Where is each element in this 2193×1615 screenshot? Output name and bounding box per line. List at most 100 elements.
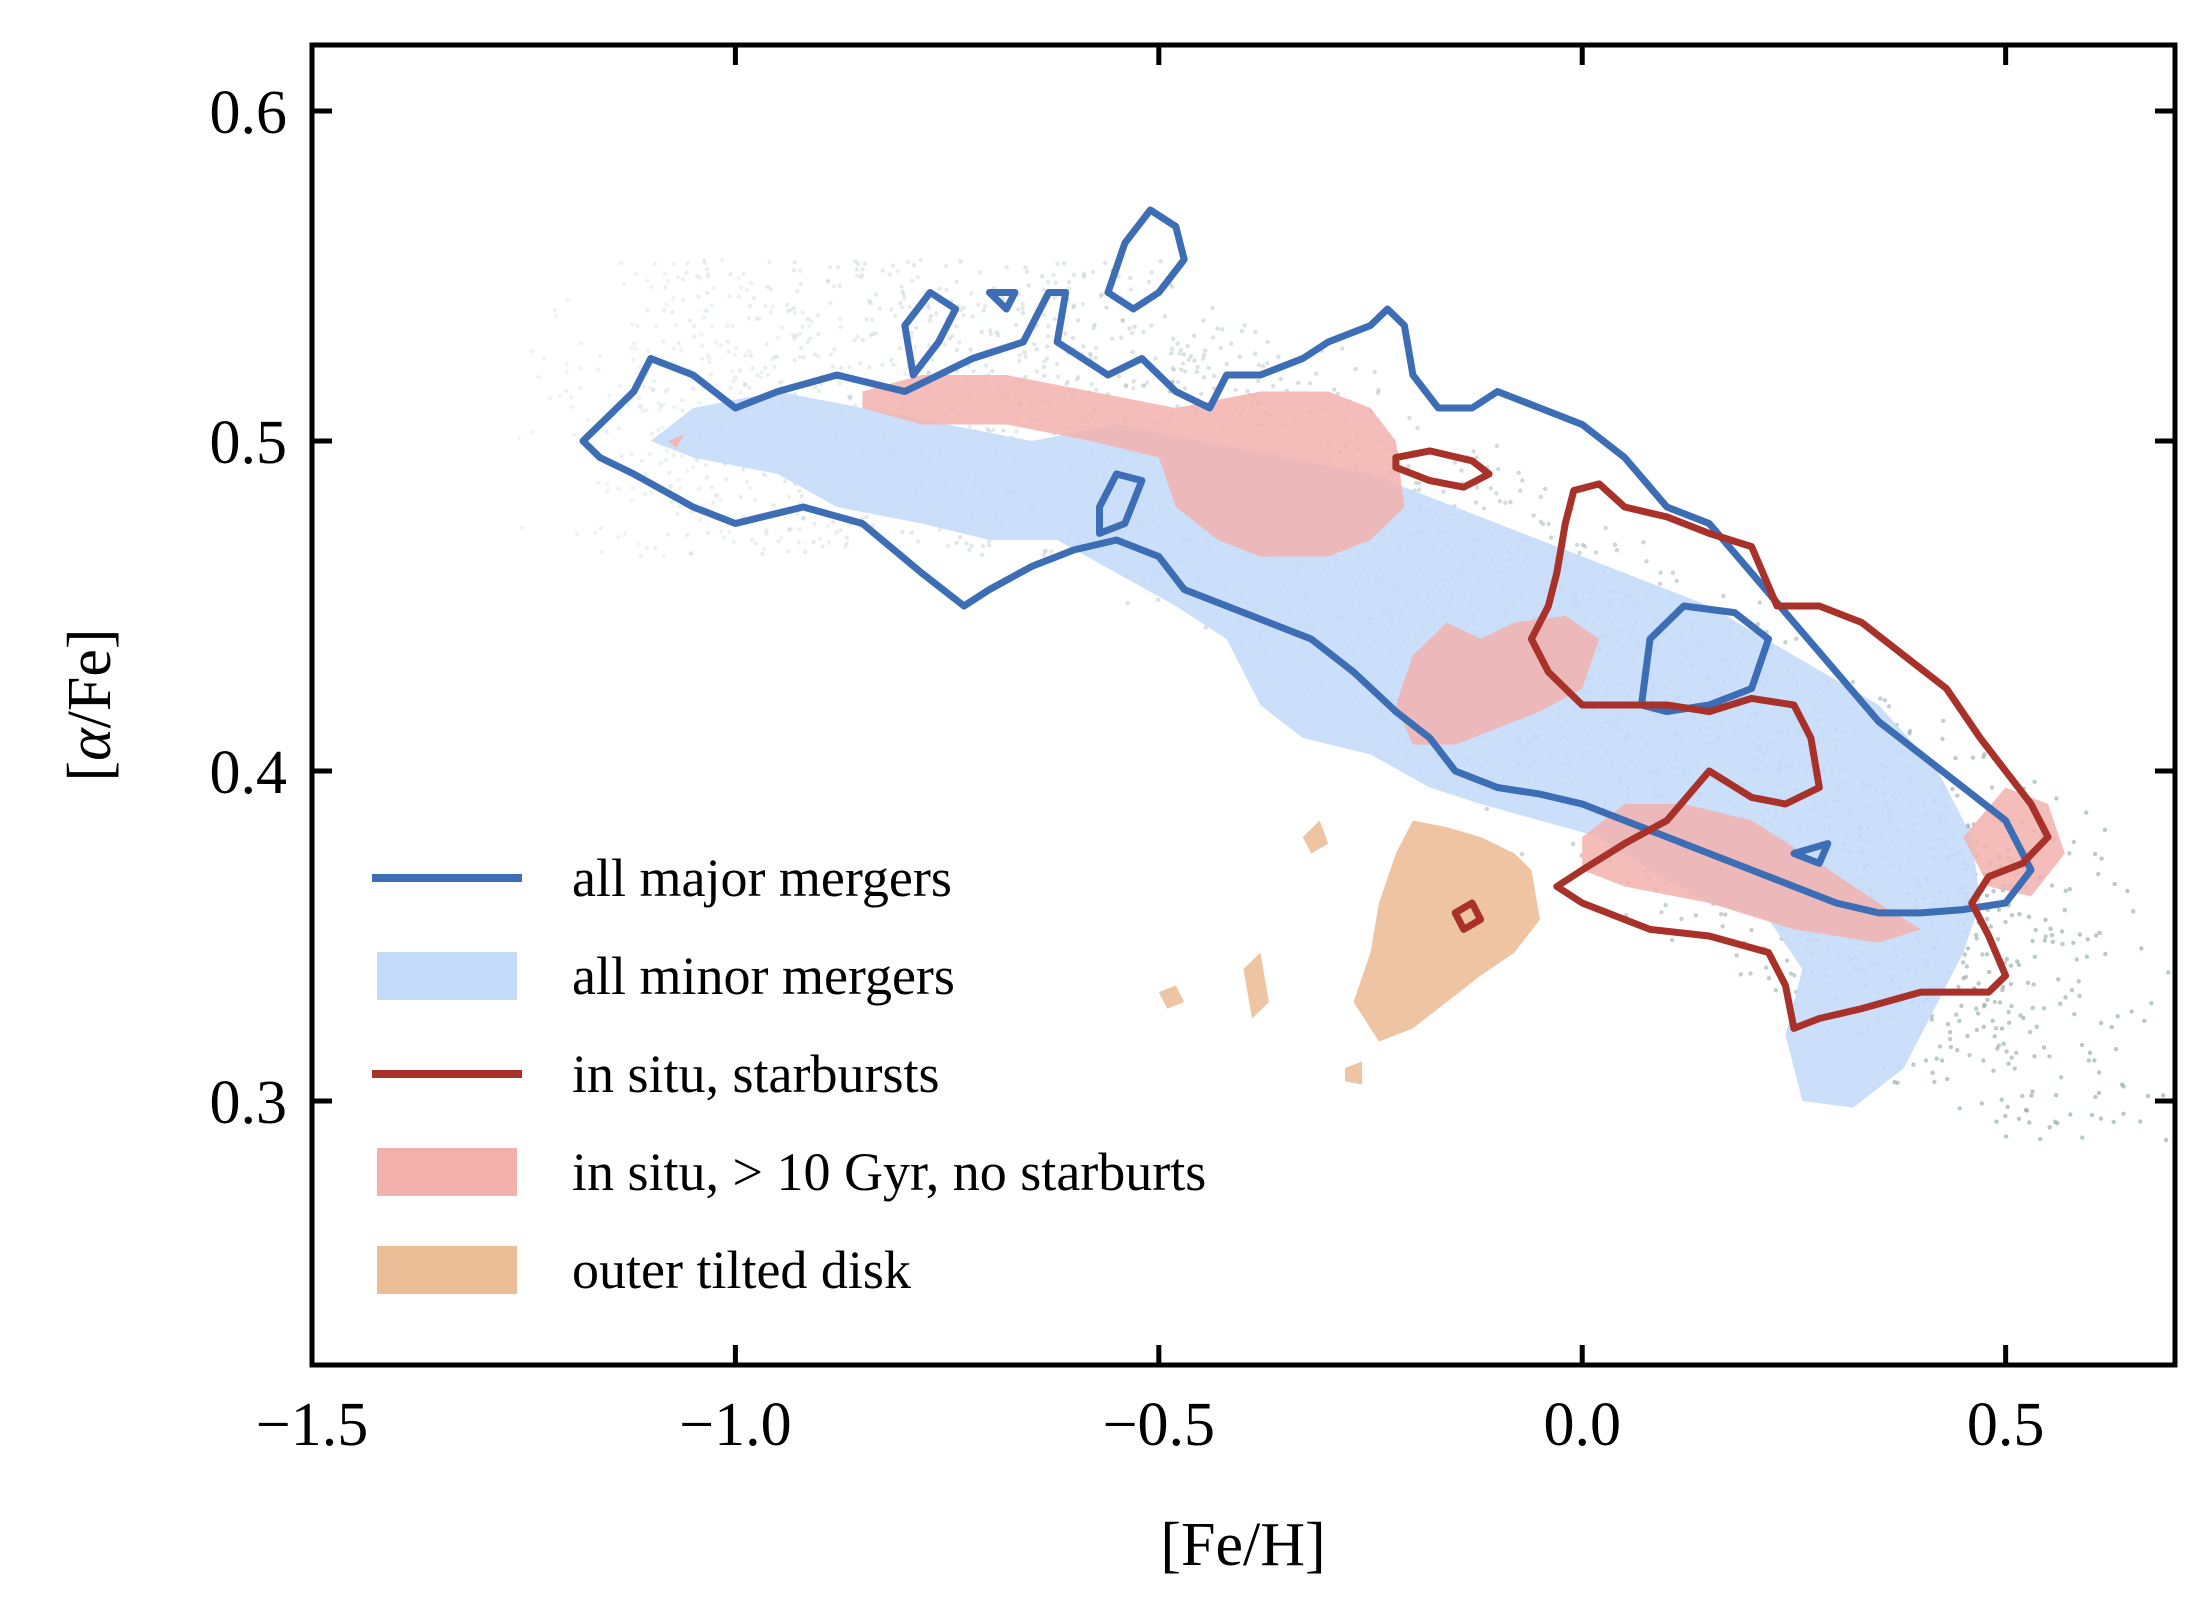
- scatter-point: [2048, 926, 2053, 931]
- legend-item-outer-tilted-disk: outer tilted disk: [377, 1240, 911, 1300]
- scatter-point: [564, 369, 569, 374]
- y-axis-label-suffix: /Fe]: [56, 628, 124, 728]
- scatter-point: [830, 364, 836, 369]
- scatter-point: [1967, 1052, 1972, 1058]
- scatter-point: [2096, 1070, 2102, 1075]
- scatter-point: [830, 520, 836, 525]
- scatter-point: [699, 332, 704, 337]
- scatter-point: [1110, 336, 1115, 341]
- scatter-point: [1376, 387, 1381, 393]
- scatter-point: [1081, 271, 1087, 276]
- scatter-point: [1748, 971, 1753, 976]
- scatter-point: [715, 493, 720, 498]
- scatter-point: [578, 385, 583, 391]
- scatter-point: [1939, 1058, 1945, 1063]
- scatter-point: [2071, 940, 2076, 945]
- scatter-point: [1981, 1024, 1987, 1030]
- scatter-point: [1054, 361, 1060, 367]
- scatter-point: [1988, 924, 1994, 929]
- scatter-point: [2060, 941, 2065, 947]
- scatter-point: [664, 302, 669, 307]
- scatter-point: [858, 275, 863, 280]
- scatter-point: [1720, 924, 1725, 929]
- scatter-point: [2115, 1014, 2120, 1019]
- scatter-point: [645, 278, 650, 283]
- scatter-point: [832, 347, 837, 352]
- scatter-point: [1659, 910, 1664, 915]
- scatter-point: [1076, 375, 1081, 380]
- scatter-point: [593, 530, 598, 535]
- scatter-point: [852, 338, 857, 343]
- scatter-point: [809, 319, 814, 324]
- scatter-point: [874, 331, 879, 336]
- scatter-point: [607, 393, 612, 398]
- scatter-point: [780, 325, 785, 330]
- scatter-point: [1211, 386, 1217, 391]
- scatter-point: [943, 263, 949, 269]
- scatter-point: [649, 489, 654, 495]
- scatter-point: [1991, 1068, 1996, 1073]
- scatter-point: [1996, 1043, 2002, 1048]
- scatter-point: [662, 271, 668, 276]
- scatter-point: [1503, 500, 1508, 505]
- scatter-point: [837, 381, 843, 386]
- scatter-point: [1481, 506, 1487, 511]
- scatter-point: [2023, 1107, 2029, 1113]
- scatter-point: [858, 361, 863, 366]
- scatter-point: [1052, 295, 1058, 301]
- scatter-point: [701, 258, 707, 263]
- scatter-point: [2006, 1020, 2012, 1025]
- x-axis-label: [Fe/H]: [1160, 1511, 1325, 1579]
- scatter-point: [2074, 957, 2079, 962]
- scatter-point: [2086, 1058, 2091, 1063]
- scatter-point: [2093, 1094, 2098, 1100]
- scatter-point: [1531, 513, 1536, 518]
- scatter-point: [2149, 1001, 2154, 1006]
- scatter-point: [1245, 389, 1250, 394]
- scatter-point: [651, 379, 657, 384]
- scatter-point: [846, 394, 852, 399]
- scatter-point: [1020, 310, 1026, 316]
- scatter-point: [741, 271, 746, 277]
- scatter-point: [736, 294, 742, 299]
- scatter-point: [2027, 1120, 2032, 1125]
- scatter-point: [1169, 284, 1175, 289]
- scatter-point: [2121, 1111, 2126, 1117]
- scatter-point: [736, 276, 742, 281]
- scatter-point: [696, 294, 701, 299]
- scatter-point: [2129, 1009, 2134, 1014]
- scatter-point: [854, 267, 860, 272]
- contour-all-major-mergers-5: [1096, 470, 1146, 537]
- scatter-point: [665, 448, 670, 453]
- scatter-point: [618, 383, 623, 388]
- scatter-point: [631, 341, 636, 346]
- scatter-point: [2003, 919, 2008, 925]
- scatter-point: [1004, 264, 1009, 270]
- scatter-point: [1956, 984, 1961, 989]
- scatter-point: [980, 543, 986, 549]
- legend-item-all-major-mergers: all major mergers: [372, 848, 952, 908]
- scatter-point: [1061, 260, 1067, 266]
- scatter-point: [1256, 378, 1261, 384]
- scatter-point: [1416, 487, 1422, 492]
- scatter-point: [1488, 486, 1494, 491]
- scatter-point: [820, 544, 825, 549]
- series-outer-tilted-disk: [1158, 820, 1540, 1085]
- scatter-point: [1520, 478, 1525, 483]
- scatter-point: [1353, 366, 1358, 372]
- scatter-point: [783, 479, 788, 484]
- contour-outer-tilted-disk-0: [1353, 820, 1540, 1042]
- scatter-point: [816, 389, 822, 394]
- scatter-point: [630, 357, 636, 362]
- scatter-point: [665, 278, 671, 284]
- scatter-point: [763, 303, 768, 309]
- scatter-point: [1878, 696, 1883, 701]
- scatter-point: [792, 357, 797, 363]
- scatter-point: [860, 338, 865, 343]
- scatter-point: [807, 336, 813, 341]
- scatter-point: [926, 370, 931, 375]
- scatter-point: [675, 274, 681, 280]
- scatter-point: [1179, 367, 1184, 372]
- scatter-point: [530, 429, 536, 434]
- scatter-point: [1066, 279, 1072, 285]
